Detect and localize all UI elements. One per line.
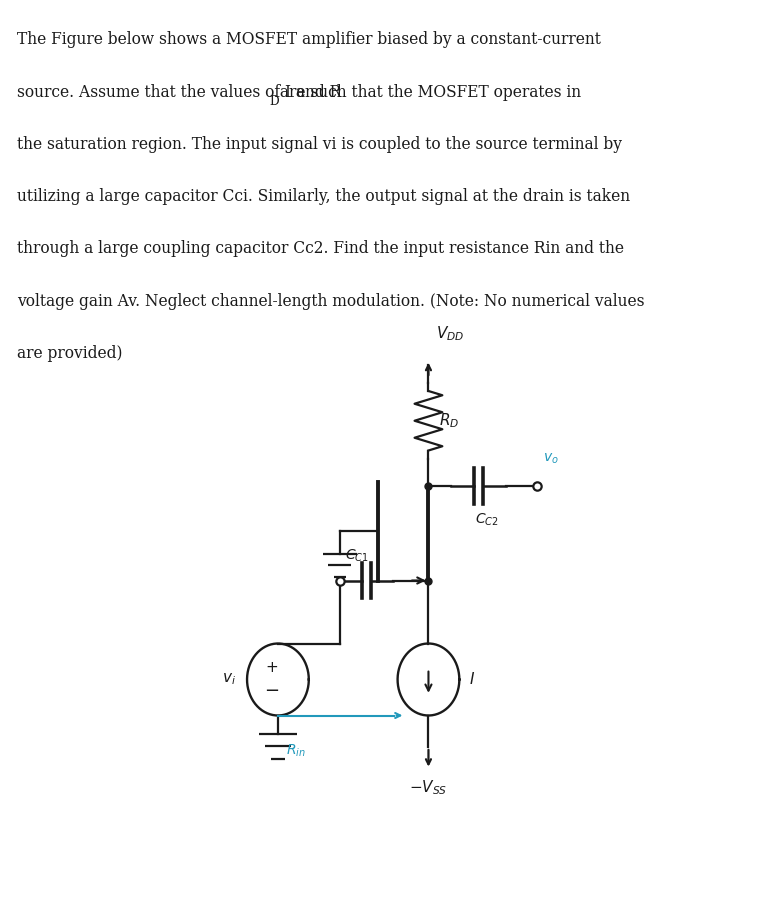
Text: $C_{C2}$: $C_{C2}$ <box>475 511 499 527</box>
Text: are such that the MOSFET operates in: are such that the MOSFET operates in <box>276 84 581 101</box>
Text: $v_i$: $v_i$ <box>222 671 235 688</box>
Text: $-V_{SS}$: $-V_{SS}$ <box>409 778 448 797</box>
Text: D: D <box>269 94 279 107</box>
Text: through a large coupling capacitor Cc2. Find the input resistance Rin and the: through a large coupling capacitor Cc2. … <box>17 240 624 257</box>
Text: $C_{C1}$: $C_{C1}$ <box>345 548 369 564</box>
Text: $R_D$: $R_D$ <box>439 411 459 430</box>
Text: source. Assume that the values of I and R: source. Assume that the values of I and … <box>17 84 341 101</box>
Text: $v_o$: $v_o$ <box>543 452 558 466</box>
Text: utilizing a large capacitor Cci. Similarly, the output signal at the drain is ta: utilizing a large capacitor Cci. Similar… <box>17 188 630 205</box>
Text: are provided): are provided) <box>17 345 123 362</box>
Text: The Figure below shows a MOSFET amplifier biased by a constant-current: The Figure below shows a MOSFET amplifie… <box>17 32 601 49</box>
Text: $I$: $I$ <box>469 671 475 688</box>
Text: −: − <box>264 682 279 700</box>
Text: $V_{DD}$: $V_{DD}$ <box>436 324 465 343</box>
Text: $R_{in}$: $R_{in}$ <box>286 742 306 759</box>
Text: voltage gain Av. Neglect channel-length modulation. (Note: No numerical values: voltage gain Av. Neglect channel-length … <box>17 292 645 310</box>
Text: +: + <box>266 661 278 675</box>
Text: the saturation region. The input signal vi is coupled to the source terminal by: the saturation region. The input signal … <box>17 136 622 153</box>
